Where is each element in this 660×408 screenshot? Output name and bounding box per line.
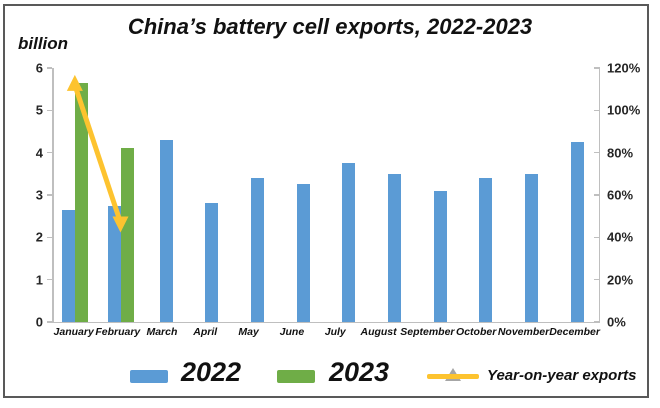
triangle-marker-icon [445, 368, 461, 381]
month-cell-september [417, 68, 463, 322]
right-axis-tick-label: 60% [607, 187, 634, 203]
left-axis-tick [47, 151, 52, 154]
left-axis-tick-label: 3 [35, 187, 43, 203]
left-axis-line [52, 68, 54, 322]
x-axis-label-september: September [400, 326, 455, 338]
right-axis-tick-label: 40% [607, 229, 634, 245]
left-axis-tick-label: 6 [35, 60, 43, 76]
right-axis-tick-label: 20% [607, 272, 634, 288]
x-axis-label-august: August [360, 326, 397, 338]
legend-swatch-2022 [130, 370, 168, 383]
bars-container [52, 68, 600, 322]
left-axis-tick [47, 109, 52, 112]
month-cell-october [463, 68, 509, 322]
month-cell-june [280, 68, 326, 322]
legend-label-2023: 2023 [329, 357, 390, 387]
month-cell-march [143, 68, 189, 322]
bar-2022-february [107, 205, 121, 322]
bar-2023-february [120, 148, 134, 322]
yoy-line-icon [427, 374, 479, 379]
legend-label-yoy: Year-on-year exports [487, 367, 637, 384]
x-axis-label-july: July [324, 326, 346, 338]
bar-2022-april [205, 203, 219, 322]
right-axis-tick-label: 120% [607, 60, 641, 76]
right-axis-tick-label: 100% [607, 102, 641, 118]
right-axis-tick-label: 80% [607, 145, 634, 161]
month-cell-april [189, 68, 235, 322]
bar-2023-january [74, 82, 88, 322]
left-axis-tick-label: 5 [35, 102, 43, 118]
month-cell-february [98, 68, 144, 322]
x-axis-line [52, 321, 600, 323]
x-axis-label-may: May [238, 326, 259, 338]
bar-2022-december [570, 142, 584, 322]
bar-2022-november [525, 173, 539, 322]
left-axis-tick-label: 4 [35, 145, 43, 161]
x-axis-label-june: June [279, 326, 305, 338]
legend-swatch-2023 [277, 370, 315, 383]
left-axis-tick-label: 2 [35, 229, 43, 245]
chart-title: China’s battery cell exports, 2022-2023 [127, 14, 533, 39]
right-axis-tick [594, 151, 600, 154]
left-axis-tick [47, 194, 52, 196]
left-axis-tick [47, 278, 52, 281]
legend-yoy-marker [427, 367, 479, 383]
x-axis-label-january: January [53, 326, 94, 338]
legend-label-2022: 2022 [181, 357, 242, 387]
bar-2022-september [433, 190, 447, 322]
bar-2022-march [159, 139, 173, 322]
x-axis-label-october: October [456, 326, 497, 338]
right-axis-tick [594, 278, 600, 281]
right-axis-tick [594, 194, 600, 196]
bar-2022-january [61, 209, 75, 322]
bar-2022-july [342, 163, 356, 322]
left-axis-tick [47, 321, 52, 323]
month-cell-july [326, 68, 372, 322]
x-axis-label-february: February [95, 326, 141, 338]
right-axis-tick [594, 236, 600, 239]
bar-2022-june [296, 184, 310, 322]
month-cell-november [509, 68, 555, 322]
plot-area: 0 1 2 3 4 5 6 0% 20% 40% 60% 80% 100% 120% [36, 61, 640, 330]
left-axis-tick-label: 1 [35, 272, 43, 288]
bar-2022-october [479, 178, 493, 322]
left-axis-tick [47, 67, 52, 69]
x-axis-label-december: December [549, 326, 600, 338]
month-cell-august [372, 68, 418, 322]
left-axis-tick-label: 0 [35, 314, 43, 330]
month-cell-december [554, 68, 600, 322]
x-axis-label-april: April [193, 326, 218, 338]
left-axis-unit-label: billion [18, 34, 69, 53]
x-axis-label-november: November [497, 326, 550, 338]
bar-2022-august [388, 173, 402, 322]
x-axis-label-march: March [146, 326, 178, 338]
left-axis-tick [47, 236, 52, 239]
month-cell-january [52, 68, 98, 322]
right-axis-tick-label: 0% [607, 314, 626, 330]
right-axis-tick [594, 109, 600, 112]
month-cell-may [235, 68, 281, 322]
right-axis-tick [594, 321, 600, 323]
x-axis-labels: January February March April May June July Augu… [52, 326, 600, 338]
right-axis-tick [594, 67, 600, 69]
bar-2022-may [251, 178, 265, 322]
